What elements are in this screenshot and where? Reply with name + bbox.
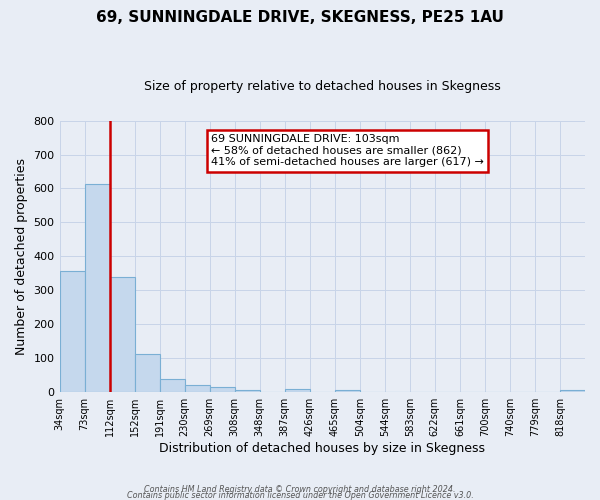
Bar xyxy=(185,384,209,392)
Text: Contains HM Land Registry data © Crown copyright and database right 2024.: Contains HM Land Registry data © Crown c… xyxy=(144,484,456,494)
Text: 69 SUNNINGDALE DRIVE: 103sqm
← 58% of detached houses are smaller (862)
41% of s: 69 SUNNINGDALE DRIVE: 103sqm ← 58% of de… xyxy=(211,134,484,168)
Text: Contains public sector information licensed under the Open Government Licence v3: Contains public sector information licen… xyxy=(127,490,473,500)
Bar xyxy=(560,390,585,392)
Bar xyxy=(335,390,360,392)
Text: 69, SUNNINGDALE DRIVE, SKEGNESS, PE25 1AU: 69, SUNNINGDALE DRIVE, SKEGNESS, PE25 1A… xyxy=(96,10,504,25)
Bar xyxy=(85,184,110,392)
Bar xyxy=(59,270,85,392)
Bar xyxy=(160,378,185,392)
Bar xyxy=(285,390,310,392)
Bar xyxy=(209,387,235,392)
Bar xyxy=(235,390,260,392)
Y-axis label: Number of detached properties: Number of detached properties xyxy=(15,158,28,355)
Title: Size of property relative to detached houses in Skegness: Size of property relative to detached ho… xyxy=(144,80,500,93)
Bar xyxy=(134,354,160,392)
X-axis label: Distribution of detached houses by size in Skegness: Distribution of detached houses by size … xyxy=(159,442,485,455)
Bar xyxy=(110,277,134,392)
